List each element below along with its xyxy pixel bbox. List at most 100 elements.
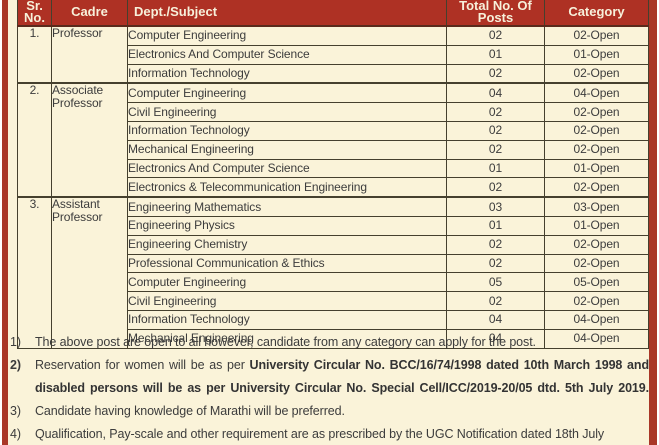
note-item: 3) Candidate having knowledge of Marathi … — [10, 400, 649, 423]
left-red-border — [2, 0, 8, 445]
category-cell: 04-Open — [544, 328, 649, 349]
note-text-bold: University Circular No. BCC/16/74/1998 d… — [35, 358, 649, 395]
category-cell: 02-Open — [544, 139, 649, 160]
total-posts-cell: 02 — [446, 253, 545, 274]
dept-subject-cell: Civil Engineering — [127, 291, 447, 311]
category-cell: 01-Open — [544, 158, 649, 179]
header-row: Sr. No. Cadre Dept./Subject Total No. Of Po… — [17, 0, 649, 27]
cadre-cell: Assistant Professor — [51, 196, 128, 349]
page-right-margin — [657, 0, 659, 445]
vacancy-table: Sr. No. Cadre Dept./Subject Total No. Of Po… — [17, 0, 649, 349]
sr-no-cell: 3. — [17, 196, 52, 349]
total-posts-cell: 05 — [446, 272, 545, 293]
category-cell: 02-Open — [544, 177, 649, 198]
total-posts-cell: 04 — [446, 309, 545, 330]
category-cell: 03-Open — [544, 196, 649, 217]
vacancy-table-header: Sr. No. Cadre Dept./Subject Total No. Of Po… — [17, 0, 649, 27]
table-row: 2. Associate Professor Computer Engineerin… — [17, 82, 649, 198]
page-left-margin — [0, 0, 2, 445]
total-posts-cell: 02 — [446, 234, 545, 255]
note-text: The above post are open to all however, … — [35, 331, 649, 354]
total-posts-cell: 02 — [446, 139, 545, 160]
note-text-regular: Candidate having knowledge of Marathi wi… — [35, 404, 345, 418]
category-cell: 02-Open — [544, 120, 649, 141]
note-text-regular: Reservation for women will be as per — [35, 358, 250, 372]
note-text-regular: The above post are open to all however, … — [35, 335, 536, 349]
dept-subject-cell: Information Technology — [127, 63, 447, 84]
total-posts-cell: 01 — [446, 215, 545, 236]
note-text: Candidate having knowledge of Marathi wi… — [35, 400, 649, 423]
note-text-regular: Qualification, Pay-scale and other requi… — [35, 427, 605, 441]
total-posts-cell: 02 — [446, 63, 545, 84]
dept-subject-cell: Mechanical Engineering — [127, 139, 447, 160]
dept-subject-cell: Engineering Physics — [127, 215, 447, 236]
dept-subject-cell: Electronics & Telecommunication Engineer… — [127, 177, 447, 198]
note-number: 1) — [10, 335, 21, 349]
category-cell: 02-Open — [544, 253, 649, 274]
right-red-border — [649, 0, 657, 445]
category-cell: 01-Open — [544, 44, 649, 65]
cadre-cell: Associate Professor — [51, 82, 128, 198]
dept-subject-cell: Information Technology — [127, 120, 447, 141]
note-text: Qualification, Pay-scale and other requi… — [35, 423, 649, 445]
table-row: Information Technology 02 02-Open — [18, 120, 649, 141]
table-row: Electronics And Computer Science 01 01-Ope… — [18, 44, 649, 65]
table-row: Information Technology 04 04-Open — [18, 309, 649, 330]
note-item: 2) Reservation for women will be as per U… — [10, 354, 649, 400]
total-posts-cell: 04 — [446, 82, 545, 104]
dept-subject-cell: Engineering Mathematics — [127, 196, 447, 217]
note-item: 4) Qualification, Pay-scale and other req… — [10, 423, 649, 445]
total-posts-cell: 02 — [446, 102, 545, 122]
table-row: Mechanical Engineering 02 02-Open — [18, 139, 649, 160]
cadre-cell: Professor — [51, 24, 128, 84]
dept-subject-cell: Computer Engineering — [127, 272, 447, 293]
total-posts-cell: 01 — [446, 158, 545, 179]
col-dept-subject: Dept./Subject — [127, 0, 447, 27]
dept-subject-cell: Civil Engineering — [127, 102, 447, 122]
total-posts-cell: 01 — [446, 44, 545, 65]
vacancy-table-body: 1. Professor Computer Engineering 02 02-Open… — [17, 24, 649, 349]
table-row: Civil Engineering 02 02-Open — [18, 102, 649, 122]
dept-subject-cell: Computer Engineering — [127, 24, 447, 46]
col-cadre: Cadre — [51, 0, 128, 27]
dept-subject-cell: Professional Communication & Ethics — [127, 253, 447, 274]
table-row: Computer Engineering 05 05-Open — [18, 272, 649, 293]
sr-no-cell: 2. — [17, 82, 52, 198]
category-cell: 02-Open — [544, 234, 649, 255]
category-cell: 04-Open — [544, 309, 649, 330]
table-row: Electronics & Telecommunication Engineer… — [18, 177, 649, 198]
total-posts-cell: 03 — [446, 196, 545, 217]
category-cell: 01-Open — [544, 215, 649, 236]
note-number: 2) — [10, 358, 21, 372]
category-cell: 02-Open — [544, 63, 649, 84]
table-row: Mechanical Engineering 04 04-Open — [18, 328, 649, 349]
dept-subject-cell: Electronics And Computer Science — [127, 158, 447, 179]
category-cell: 05-Open — [544, 272, 649, 293]
table-row: Information Technology 02 02-Open — [18, 63, 649, 84]
table-row: 1. Professor Computer Engineering 02 02-Open — [17, 24, 649, 84]
dept-subject-cell: Electronics And Computer Science — [127, 44, 447, 65]
note-number: 3) — [10, 404, 21, 418]
note-text: Reservation for women will be as per Uni… — [35, 354, 649, 400]
dept-subject-cell: Mechanical Engineering — [127, 328, 447, 349]
note-item: 1) The above post are open to all however… — [10, 331, 649, 354]
table-row: Engineering Chemistry 02 02-Open — [18, 234, 649, 255]
category-cell: 02-Open — [544, 24, 649, 46]
sr-no-cell: 1. — [17, 24, 52, 84]
dept-subject-cell: Computer Engineering — [127, 82, 447, 104]
table-row: Engineering Physics 01 01-Open — [18, 215, 649, 236]
col-total-posts: Total No. Of Posts — [446, 0, 545, 27]
category-cell: 02-Open — [544, 102, 649, 122]
total-posts-cell: 02 — [446, 24, 545, 46]
total-posts-cell: 02 — [446, 291, 545, 311]
table-row: Electronics And Computer Science 01 01-Ope… — [18, 158, 649, 179]
notes-section: 1) The above post are open to all however… — [10, 331, 649, 445]
total-posts-cell: 02 — [446, 120, 545, 141]
col-category: Category — [544, 0, 649, 27]
category-cell: 04-Open — [544, 82, 649, 104]
note-number: 4) — [10, 427, 21, 441]
table-row: Civil Engineering 02 02-Open — [18, 291, 649, 311]
category-cell: 02-Open — [544, 291, 649, 311]
dept-subject-cell: Engineering Chemistry — [127, 234, 447, 255]
